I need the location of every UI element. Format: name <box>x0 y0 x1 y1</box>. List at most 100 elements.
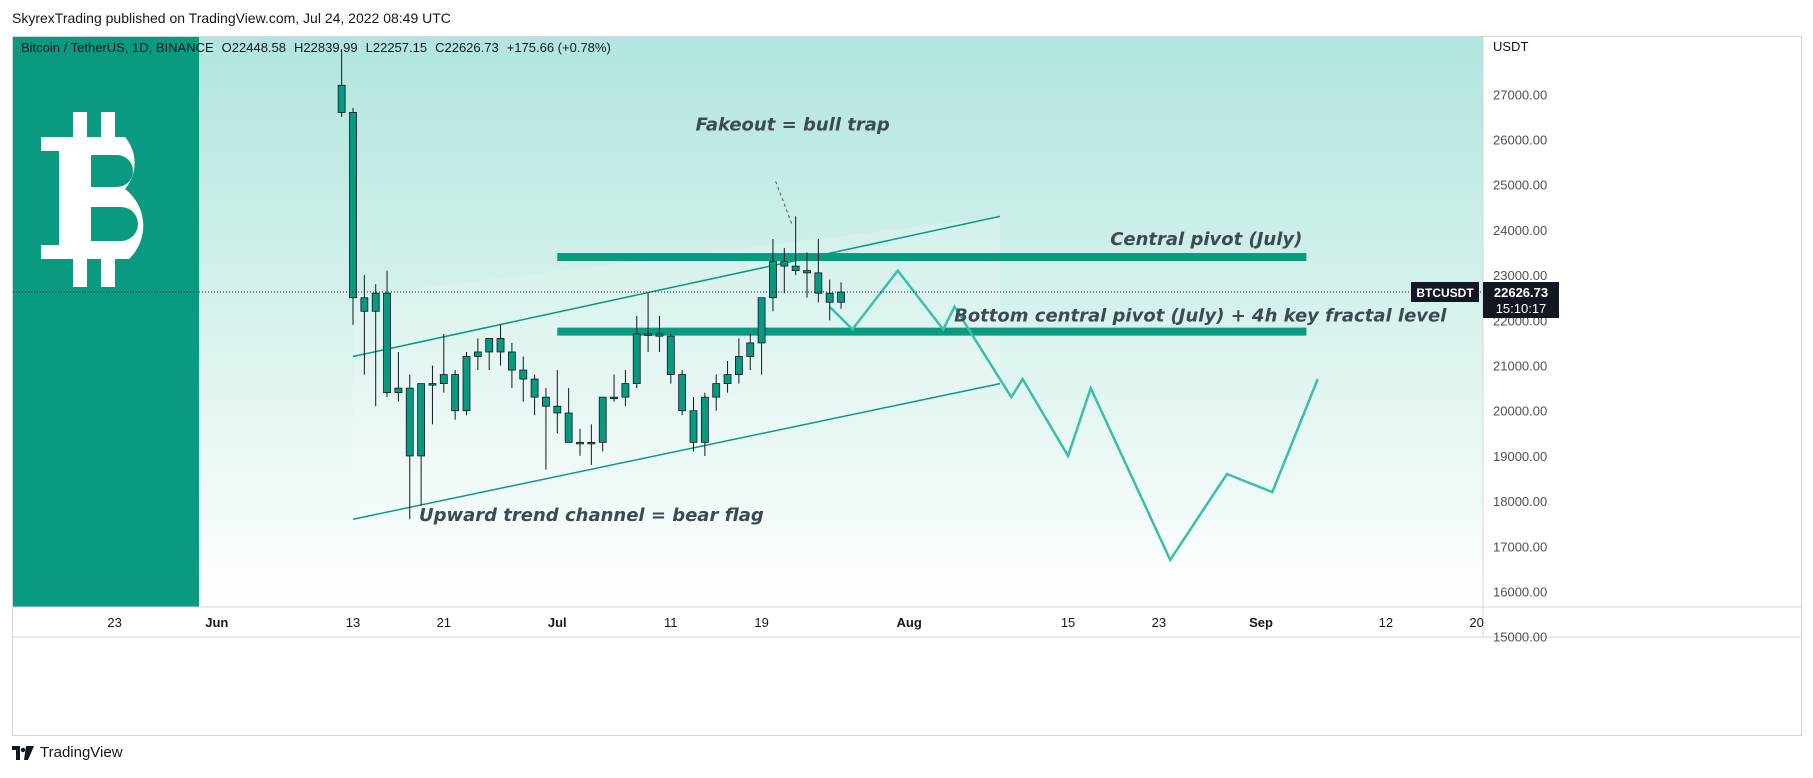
symbol-name: Bitcoin / TetherUS, 1D, BINANCE <box>21 40 214 55</box>
candle-2022-06-18[interactable] <box>405 374 414 520</box>
publish-info: SkyrexTrading published on TradingView.c… <box>12 10 451 26</box>
price-tick: 15000.00 <box>1493 630 1547 645</box>
time-tick: 11 <box>664 615 678 630</box>
candle-2022-06-15[interactable] <box>371 284 380 407</box>
candle-2022-07-06[interactable] <box>610 374 618 402</box>
ohlc-open: O22448.58 <box>222 40 286 55</box>
chart-svg[interactable]: Central pivot (July) Bottom central pivot… <box>13 37 1802 736</box>
last-price-tag <box>1483 282 1559 318</box>
channel-label: Upward trend channel = bear flag <box>419 505 764 526</box>
candle-2022-07-22[interactable] <box>791 216 800 276</box>
candle-2022-07-09[interactable] <box>644 293 652 352</box>
tradingview-logo-icon <box>12 745 34 760</box>
bitcoin-b-icon <box>41 112 144 287</box>
candle-2022-07-15[interactable] <box>712 374 721 411</box>
candle-2022-06-13[interactable] <box>349 107 357 325</box>
price-axis-unit: USDT <box>1493 39 1528 54</box>
ohlc-legend: Bitcoin / TetherUS, 1D, BINANCE O22448.58… <box>21 40 611 55</box>
candle-2022-07-05[interactable] <box>598 396 607 452</box>
time-tick: 21 <box>437 615 451 630</box>
candle-2022-07-19[interactable] <box>757 297 766 375</box>
price-tick: 16000.00 <box>1493 585 1547 600</box>
price-tick: 24000.00 <box>1493 223 1547 238</box>
price-tick: 26000.00 <box>1493 133 1547 148</box>
candle-2022-07-08[interactable] <box>632 315 641 389</box>
projection-path[interactable] <box>828 268 1319 563</box>
time-tick: 20 <box>1469 615 1483 630</box>
candle-2022-06-16[interactable] <box>383 270 391 398</box>
price-tick: 25000.00 <box>1493 178 1547 193</box>
candle-2022-07-18[interactable] <box>746 333 755 371</box>
footer-brand: TradingView <box>40 744 123 761</box>
ohlc-high: H22839.99 <box>294 40 358 55</box>
time-tick: 19 <box>754 615 768 630</box>
time-tick: 13 <box>346 615 360 630</box>
candle-2022-07-20[interactable] <box>769 238 777 312</box>
candle-2022-06-23[interactable] <box>462 351 471 416</box>
last-price-text: 22626.73 <box>1494 285 1548 300</box>
plot-background <box>13 37 1483 607</box>
ohlc-low: L22257.15 <box>366 40 427 55</box>
candle-2022-07-03[interactable] <box>576 428 584 456</box>
candle-2022-06-29[interactable] <box>530 374 539 416</box>
price-tick: 21000.00 <box>1493 359 1547 374</box>
candle-2022-07-23[interactable] <box>803 252 811 298</box>
symbol-tag-text: BTCUSDT <box>1416 286 1474 300</box>
time-tick: Sep <box>1249 615 1273 630</box>
price-tick: 17000.00 <box>1493 539 1547 554</box>
candle-2022-07-17[interactable] <box>735 338 743 384</box>
price-tick: 27000.00 <box>1493 87 1547 102</box>
price-tick: 20000.00 <box>1493 404 1547 419</box>
candle-2022-06-28[interactable] <box>519 356 528 402</box>
countdown-text: 15:10:17 <box>1496 301 1547 316</box>
candle-2022-06-22[interactable] <box>451 370 460 420</box>
candle-2022-06-30[interactable] <box>542 388 550 470</box>
fakeout-pointer <box>775 181 793 224</box>
time-axis[interactable] <box>13 607 1802 736</box>
time-tick: Jun <box>205 615 228 630</box>
candle-2022-07-25[interactable] <box>825 279 834 321</box>
price-tick: 18000.00 <box>1493 494 1547 509</box>
time-tick: Jul <box>548 615 567 630</box>
candle-2022-07-13[interactable] <box>689 397 698 452</box>
candle-2022-06-27[interactable] <box>507 342 516 389</box>
time-tick: Aug <box>897 615 922 630</box>
time-tick: 12 <box>1379 615 1393 630</box>
candle-2022-07-07[interactable] <box>621 370 630 407</box>
candle-2022-06-19[interactable] <box>417 383 426 506</box>
candle-2022-07-14[interactable] <box>700 392 709 456</box>
time-tick: 23 <box>107 615 121 630</box>
chart-panel[interactable]: Central pivot (July) Bottom central pivot… <box>12 36 1802 736</box>
level-band-1[interactable] <box>557 253 1307 262</box>
time-tick: 23 <box>1152 615 1166 630</box>
candle-2022-06-12[interactable] <box>337 49 346 117</box>
price-tick: 19000.00 <box>1493 449 1547 464</box>
candle-2022-07-24[interactable] <box>814 238 823 303</box>
level-label-1: Central pivot (July) <box>1110 229 1302 250</box>
tradingview-footer[interactable]: TradingView <box>12 744 123 761</box>
time-tick: 15 <box>1061 615 1075 630</box>
fakeout-label: Fakeout = bull trap <box>696 114 890 135</box>
channel-lower-line[interactable] <box>352 382 1001 520</box>
level-band-2[interactable] <box>557 327 1307 336</box>
level-label-2: Bottom central pivot (July) + 4h key fra… <box>954 306 1447 327</box>
channel-upper-line[interactable] <box>352 215 1001 358</box>
candle-2022-07-21[interactable] <box>780 248 789 294</box>
candle-2022-07-04[interactable] <box>587 424 596 465</box>
symbol-tag <box>1411 282 1479 302</box>
candle-2022-07-10[interactable] <box>655 315 664 352</box>
candle-2022-07-01[interactable] <box>553 370 562 434</box>
candle-2022-06-25[interactable] <box>485 338 494 371</box>
candle-2022-06-26[interactable] <box>496 324 505 366</box>
ohlc-change: +175.66 (+0.78%) <box>507 40 611 55</box>
candle-2022-07-16[interactable] <box>723 361 732 393</box>
candle-2022-06-20[interactable] <box>428 365 437 425</box>
candle-2022-07-12[interactable] <box>678 370 687 416</box>
candle-2022-06-24[interactable] <box>473 338 482 371</box>
candle-2022-06-21[interactable] <box>439 333 448 393</box>
candle-2022-06-17[interactable] <box>394 351 403 402</box>
candle-2022-07-02[interactable] <box>564 388 573 443</box>
ohlc-close: C22626.73 <box>435 40 499 55</box>
candle-2022-07-11[interactable] <box>666 333 675 384</box>
price-tick: 23000.00 <box>1493 268 1547 283</box>
